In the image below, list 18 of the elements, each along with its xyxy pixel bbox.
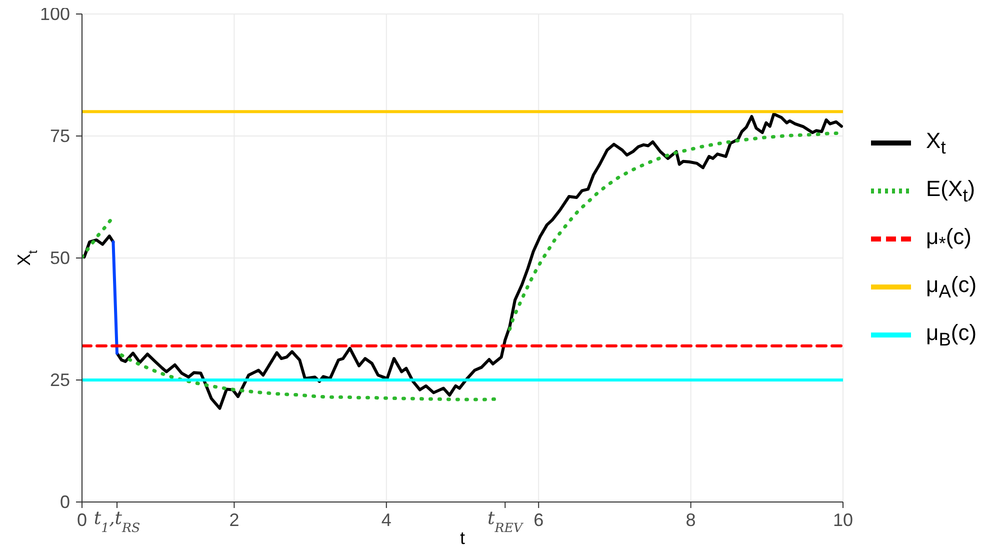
x-tick-label: 4 (381, 510, 392, 530)
text: t$_{REV}$ (488, 508, 525, 534)
x-tick-label: 8 (686, 510, 696, 530)
legend-label: μ$_{B}$(c) (926, 320, 977, 350)
x-tick-label: 0 (76, 510, 88, 530)
legend-label: X$_{t}$ (926, 128, 946, 158)
y-tick-label: 25 (50, 370, 70, 390)
text: t$_{1}$,t$_{RS}$ (94, 508, 141, 534)
x-tick-label: 10 (832, 510, 854, 530)
y-tick-label: 50 (50, 248, 70, 268)
legend-label: μ$_{*}$(c) (926, 224, 972, 254)
y-tick-label: 75 (50, 126, 70, 146)
legend-label: μ$_{A}$(c) (926, 272, 977, 302)
x-tick-label: 6 (534, 510, 544, 530)
x-axis-title: t (460, 528, 466, 548)
legend-label: E(X$_{t}$) (926, 176, 976, 206)
x-tick-label: 2 (229, 510, 240, 530)
y-tick-label: 0 (60, 492, 70, 512)
